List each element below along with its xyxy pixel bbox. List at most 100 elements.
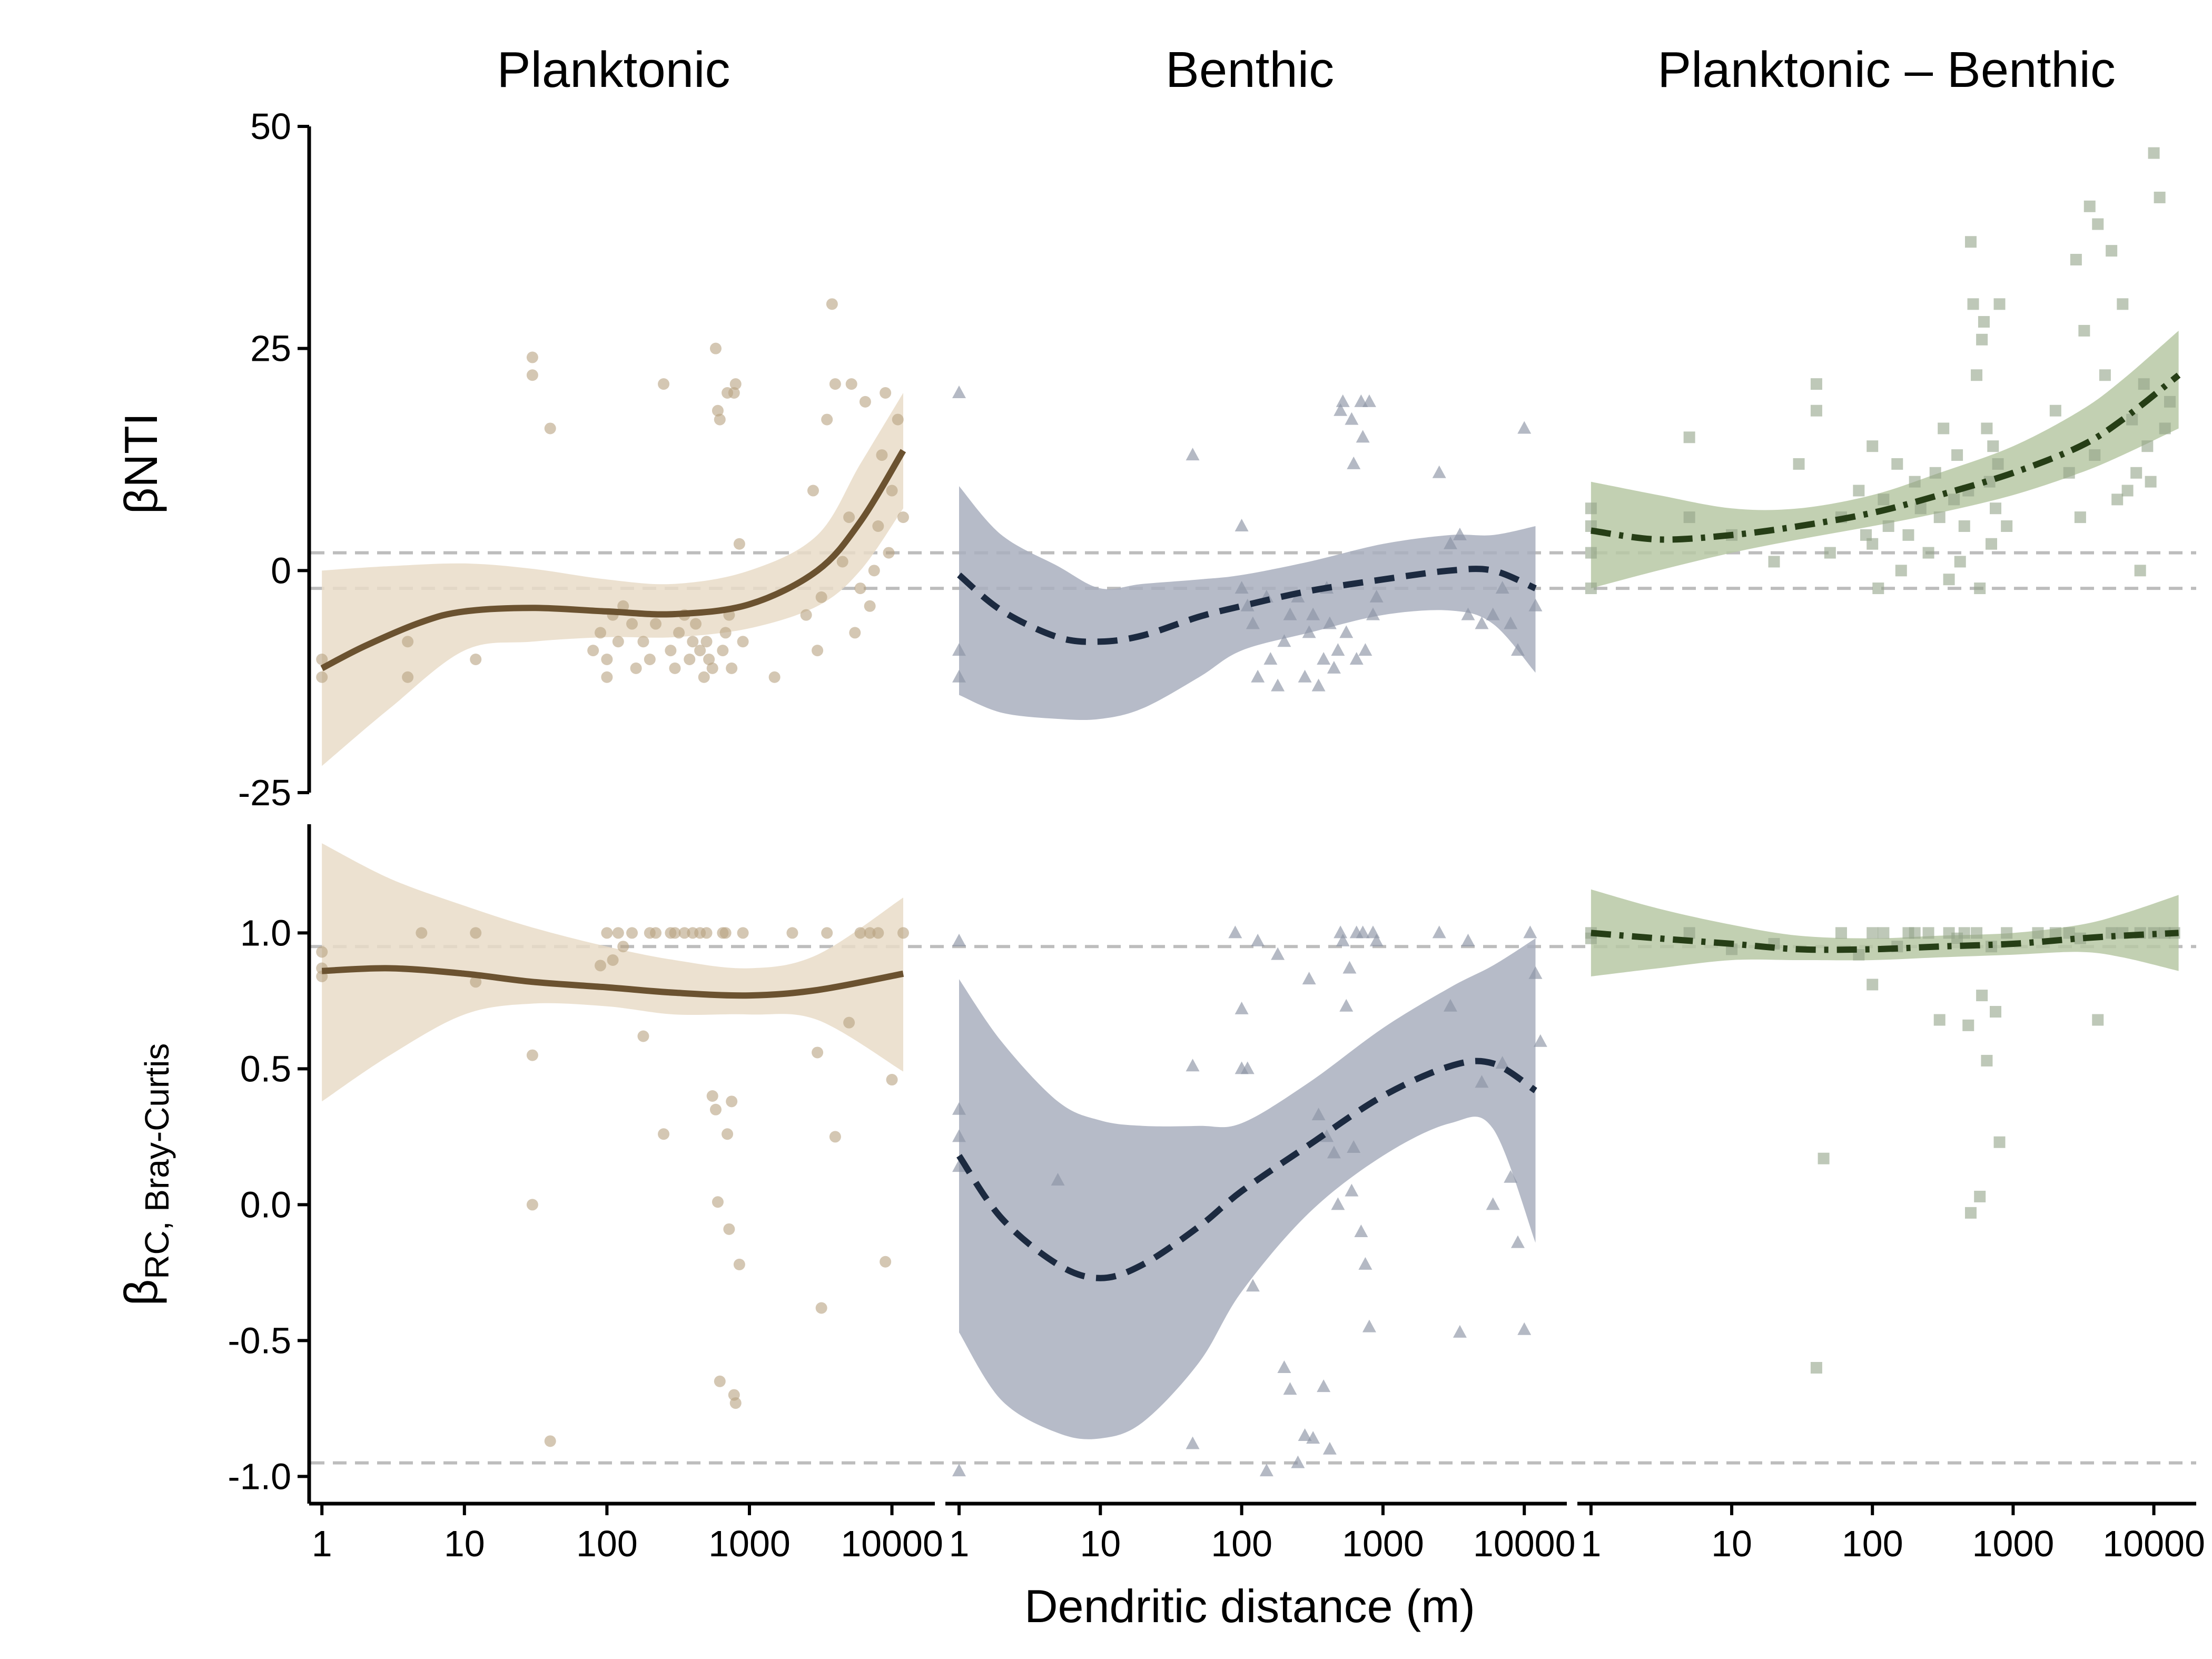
y-axis-title-brc-sub: RC, Bray-Curtis: [138, 1043, 176, 1279]
data-point: [2134, 565, 2146, 577]
data-point: [733, 538, 745, 550]
data-point: [726, 1095, 738, 1108]
data-point: [709, 1103, 722, 1115]
x-axis-benthic: 1 10 100 1000 10000: [945, 1502, 1576, 1564]
data-point: [1432, 465, 1446, 478]
data-point: [1929, 467, 1941, 479]
data-point: [2070, 254, 2082, 265]
data-point: [1358, 643, 1372, 656]
data-point: [1246, 616, 1260, 629]
data-point: [1291, 1455, 1305, 1468]
data-point: [1860, 529, 1872, 541]
fit-line: [320, 449, 906, 671]
data-point: [722, 1128, 734, 1140]
data-point: [728, 387, 740, 399]
data-point: [626, 927, 638, 939]
data-point: [1486, 1197, 1500, 1210]
data-point: [1585, 502, 1597, 515]
x-tick-label: 1000: [708, 1523, 791, 1564]
x-tick-label: 1000: [1342, 1523, 1424, 1564]
data-point: [709, 342, 722, 354]
data-point: [952, 386, 966, 398]
data-point: [1186, 1436, 1200, 1449]
data-point: [1976, 990, 1988, 1002]
data-point: [952, 933, 966, 946]
data-point: [737, 636, 749, 648]
data-point: [1914, 502, 1927, 515]
data-point: [2130, 467, 2142, 479]
data-point: [669, 662, 681, 674]
data-point: [650, 927, 662, 939]
data-point: [1948, 493, 1960, 506]
data-point: [886, 485, 898, 497]
data-point: [607, 954, 619, 966]
data-point: [883, 547, 895, 559]
data-point: [2117, 298, 2129, 310]
data-point: [1235, 519, 1249, 531]
data-point: [829, 1131, 841, 1143]
data-point: [1235, 1001, 1249, 1014]
data-point: [1971, 927, 1983, 939]
x-tick-label: 1000: [1972, 1523, 2055, 1564]
data-point: [786, 927, 798, 939]
data-point: [698, 671, 710, 683]
y-tick-label: 25: [250, 328, 291, 369]
row-bnti: -25 0 25 50: [238, 106, 2196, 813]
data-point: [714, 1375, 726, 1387]
data-point: [859, 396, 871, 408]
data-point: [700, 636, 713, 648]
x-tick-label: 100: [1211, 1523, 1272, 1564]
data-point: [1958, 927, 1970, 939]
data-point: [470, 927, 482, 939]
data-point: [1517, 1322, 1532, 1335]
data-point: [1990, 1006, 2002, 1018]
data-point: [768, 671, 781, 683]
data-point: [1818, 1152, 1830, 1164]
facet-title-planktonic: Planktonic: [497, 42, 730, 98]
x-axis-title: Dendritic distance (m): [1024, 1580, 1475, 1632]
data-point: [952, 643, 966, 656]
data-point: [1302, 972, 1316, 985]
data-point: [1510, 643, 1525, 656]
data-point: [1317, 652, 1331, 665]
data-point: [815, 591, 827, 603]
y-axis-title-bnti: βNTI: [115, 413, 167, 514]
fit-line: [1591, 930, 2179, 953]
data-point: [952, 1102, 966, 1115]
data-point: [1902, 529, 1914, 541]
data-point: [470, 976, 482, 988]
data-point: [733, 1258, 745, 1270]
data-point: [678, 927, 690, 939]
data-point: [1964, 236, 1977, 248]
data-point: [650, 618, 662, 630]
data-point: [2063, 927, 2075, 939]
data-point: [1051, 1172, 1065, 1186]
data-point: [2121, 485, 2134, 497]
data-point: [1186, 448, 1200, 461]
data-point: [1891, 458, 1903, 470]
y-axis-title-brc: βRC, Bray-Curtis: [115, 1043, 176, 1306]
data-point: [595, 960, 607, 972]
data-point: [836, 556, 848, 568]
data-point: [1369, 589, 1384, 603]
data-point: [1251, 669, 1265, 683]
data-point: [694, 645, 706, 657]
data-point: [1962, 1019, 1974, 1031]
data-point: [1683, 431, 1695, 443]
data-point: [2126, 413, 2138, 426]
data-point: [402, 636, 414, 648]
facet-titles: Planktonic Benthic Planktonic – Benthic: [497, 42, 2116, 98]
data-point: [1235, 581, 1249, 594]
data-point: [1523, 925, 1537, 939]
data-point: [712, 1196, 724, 1208]
data-point: [1683, 511, 1695, 524]
data-point: [673, 627, 685, 639]
data-point: [2164, 396, 2176, 408]
data-point: [1517, 421, 1532, 434]
data-point: [1933, 511, 1946, 524]
data-point: [1922, 547, 1934, 559]
x-tick-label: 100: [576, 1523, 638, 1564]
data-point: [1993, 1136, 2006, 1148]
data-point: [1334, 925, 1348, 939]
data-point: [1240, 1061, 1255, 1074]
